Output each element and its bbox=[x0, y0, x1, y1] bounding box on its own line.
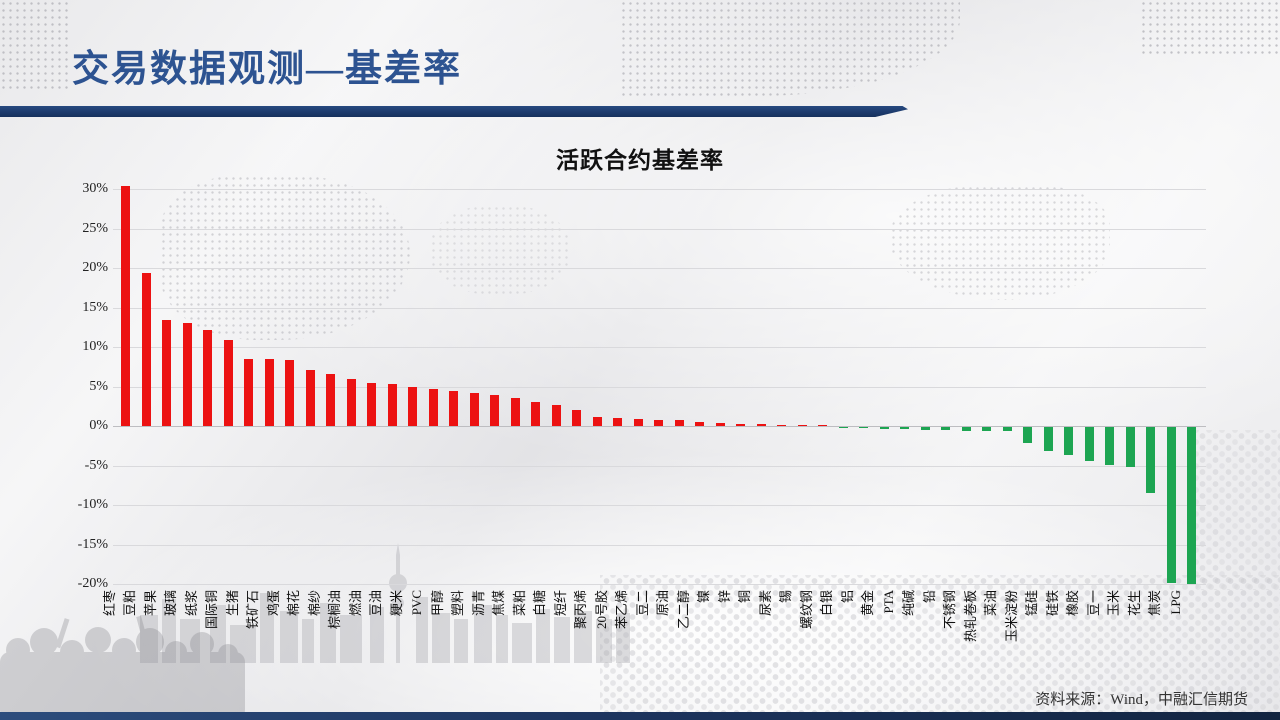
y-axis-tick-label: 25% bbox=[82, 220, 108, 236]
crowd-silhouette bbox=[0, 615, 245, 720]
y-axis-tick-label: 5% bbox=[89, 378, 108, 394]
chart-bar bbox=[654, 419, 663, 426]
chart-bar bbox=[162, 320, 171, 426]
gridline bbox=[113, 268, 1206, 269]
chart-bar bbox=[859, 427, 868, 429]
chart-bar bbox=[736, 423, 745, 426]
chart-bar bbox=[1002, 427, 1012, 432]
gridline bbox=[113, 544, 1206, 546]
chart-bar bbox=[490, 395, 499, 426]
gridline bbox=[113, 189, 1206, 190]
chart-bar bbox=[1187, 427, 1196, 585]
chart-bar bbox=[428, 388, 438, 426]
chart-bar bbox=[449, 391, 458, 426]
chart-bar bbox=[797, 425, 807, 426]
source-note: 资料来源：Wind，中融汇信期货 bbox=[1035, 692, 1248, 708]
y-axis-tick-label: 10% bbox=[82, 339, 108, 354]
chart-bar bbox=[613, 418, 622, 426]
chart-bar bbox=[203, 330, 212, 426]
chart-bar bbox=[531, 401, 540, 426]
chart-bar bbox=[1146, 427, 1155, 493]
chart-bar bbox=[756, 424, 766, 426]
chart-bar bbox=[695, 422, 704, 426]
chart-bar bbox=[941, 427, 950, 431]
chart-bar bbox=[818, 425, 827, 426]
y-axis-tick-label: -20% bbox=[77, 576, 108, 591]
chart-bar bbox=[961, 427, 971, 431]
gridline bbox=[113, 465, 1206, 467]
gridline bbox=[113, 386, 1206, 388]
chart-bar bbox=[1023, 427, 1032, 443]
chart-title: 活跃合约基差率 bbox=[556, 148, 724, 173]
chart-bar bbox=[346, 378, 356, 426]
chart-bar bbox=[900, 427, 909, 430]
world-map-dots-right bbox=[890, 185, 1110, 300]
honeycomb-pattern-right bbox=[1196, 430, 1280, 590]
chart-bar bbox=[387, 384, 397, 426]
chart-bar bbox=[633, 418, 643, 426]
y-axis-tick-label: -5% bbox=[84, 457, 108, 473]
chart-bar bbox=[1064, 427, 1073, 456]
chart-bar bbox=[1043, 427, 1053, 451]
world-map-dots-center bbox=[430, 205, 570, 295]
gridline bbox=[113, 584, 1206, 585]
chart-bar bbox=[141, 272, 151, 426]
chart-bar bbox=[838, 427, 848, 428]
chart-bar bbox=[305, 369, 315, 426]
chart-bar bbox=[777, 424, 786, 426]
chart-bar bbox=[367, 382, 376, 426]
title-underline-bar bbox=[0, 106, 908, 117]
chart-bar bbox=[244, 358, 253, 426]
dot-pattern-top-right bbox=[1140, 0, 1280, 58]
chart-bar bbox=[715, 422, 725, 426]
world-map-dots-left bbox=[160, 175, 410, 340]
chart-bar bbox=[469, 392, 479, 426]
y-axis-tick-label: -10% bbox=[77, 497, 108, 512]
chart-bar bbox=[1105, 427, 1114, 465]
chart-bar bbox=[408, 387, 417, 426]
y-axis-tick-label: 15% bbox=[82, 299, 108, 315]
dot-pattern-top-center bbox=[620, 0, 960, 96]
gridline bbox=[113, 307, 1206, 309]
gridline bbox=[113, 228, 1206, 230]
y-axis-tick-label: 20% bbox=[82, 260, 108, 275]
chart-bar bbox=[510, 397, 520, 426]
chart-bar bbox=[551, 405, 561, 426]
y-axis-tick-label: 0% bbox=[89, 418, 108, 433]
page-title: 交易数据观测—基差率 bbox=[72, 49, 462, 90]
chart-bar bbox=[182, 323, 192, 426]
chart-bar bbox=[264, 358, 274, 426]
chart-bar bbox=[326, 373, 335, 426]
chart-bar bbox=[121, 185, 130, 426]
chart-bar bbox=[879, 427, 889, 429]
chart-bar bbox=[982, 427, 991, 431]
chart-bar bbox=[285, 359, 294, 426]
y-axis-tick-label: 30% bbox=[82, 181, 108, 196]
chart-bar bbox=[572, 410, 581, 426]
gridline bbox=[113, 505, 1206, 506]
chart-bar bbox=[592, 416, 602, 426]
city-skyline-silhouette bbox=[140, 543, 630, 663]
chart-bar bbox=[223, 339, 233, 426]
honeycomb-pattern-bottom bbox=[600, 575, 1280, 712]
chart-bar bbox=[1125, 427, 1135, 468]
chart-bar bbox=[674, 420, 684, 426]
gridline bbox=[113, 426, 1206, 427]
chart-bar bbox=[1166, 427, 1176, 584]
y-axis-tick-label: -15% bbox=[77, 536, 108, 552]
bottom-edge-bar bbox=[0, 712, 1280, 720]
dot-pattern-top-left bbox=[0, 0, 70, 92]
chart-bar bbox=[1084, 427, 1094, 461]
gridline bbox=[113, 347, 1206, 348]
chart-bar bbox=[920, 427, 930, 430]
